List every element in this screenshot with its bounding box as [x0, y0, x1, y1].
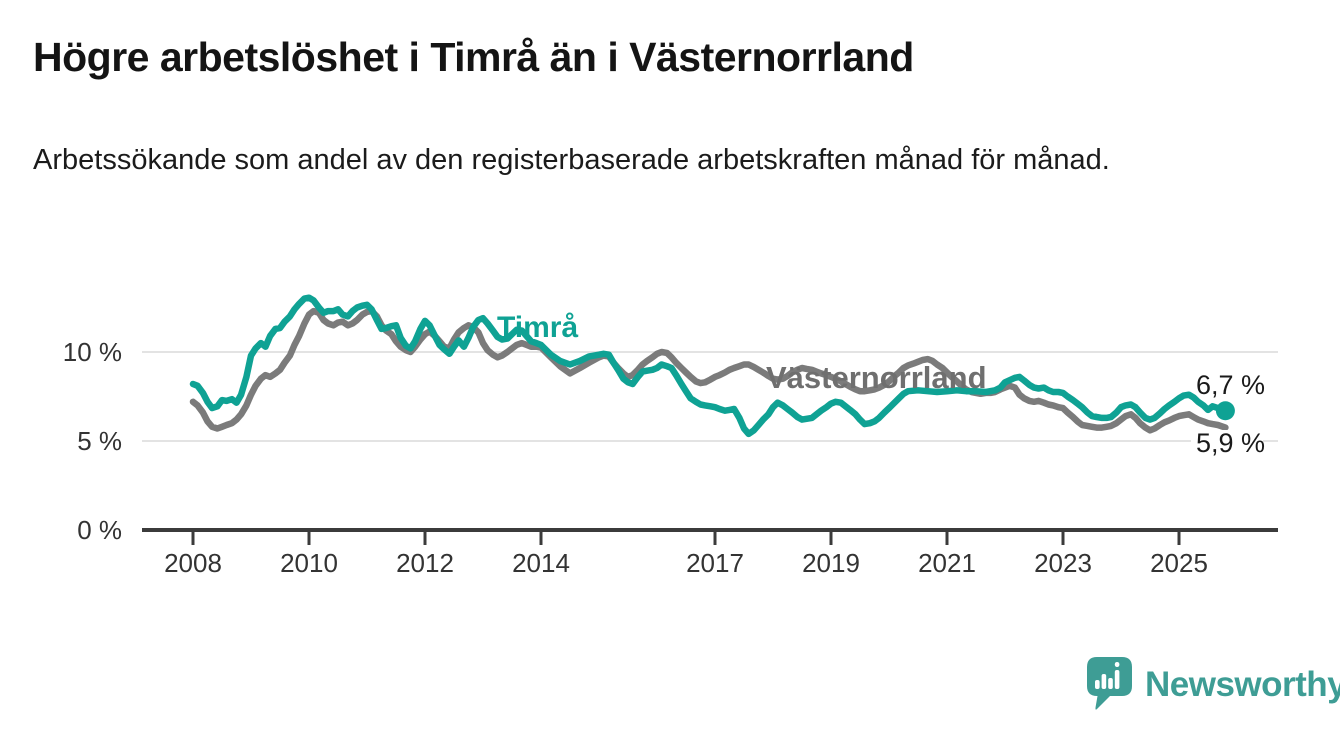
newsworthy-logo: Newsworthy: [1086, 656, 1340, 713]
end-value-label-vasternorrland: 5,9 %: [1196, 428, 1265, 458]
x-axis-label-2017: 2017: [686, 548, 744, 578]
brand-name: Newsworthy: [1145, 664, 1340, 704]
x-axis-label-2008: 2008: [164, 548, 222, 578]
x-axis-label-2023: 2023: [1034, 548, 1092, 578]
series-end-dot-timra: [1215, 401, 1235, 421]
y-axis-label-5: 5 %: [77, 426, 122, 456]
page-title: Högre arbetslöshet i Timrå än i Västerno…: [33, 34, 914, 80]
x-axis-label-2010: 2010: [280, 548, 338, 578]
x-axis-label-2025: 2025: [1150, 548, 1208, 578]
x-axis-label-2014: 2014: [512, 548, 570, 578]
series-label-timra: Timrå: [497, 311, 578, 344]
end-value-label-timra: 6,7 %: [1196, 370, 1265, 400]
end-label-backdrop: [1191, 430, 1263, 456]
series-line-västernorrland: [189, 307, 1229, 434]
page-subtitle: Arbetssökande som andel av den registerb…: [33, 144, 1110, 176]
y-axis-label-0: 0 %: [77, 515, 122, 545]
x-axis-label-2012: 2012: [396, 548, 454, 578]
series-label-vasternorrland: Västernorrland: [766, 360, 987, 395]
chart-bubble-icon: [1087, 657, 1132, 710]
x-axis-label-2019: 2019: [802, 548, 860, 578]
y-axis-label-10: 10 %: [63, 337, 122, 367]
series-line-timrå: [189, 294, 1229, 438]
x-axis-label-2021: 2021: [918, 548, 976, 578]
